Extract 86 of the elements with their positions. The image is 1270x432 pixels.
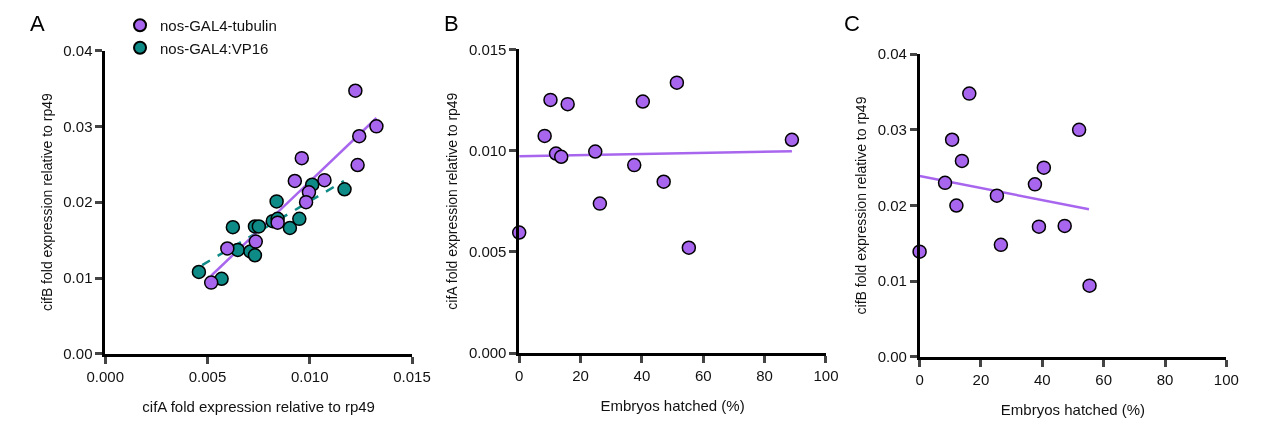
y-tick-label: 0.000 bbox=[468, 344, 507, 362]
point bbox=[656, 174, 671, 189]
point bbox=[949, 198, 964, 213]
point bbox=[191, 264, 207, 280]
point bbox=[352, 128, 367, 144]
x-axis-title: Embryos hatched (%) bbox=[600, 396, 745, 414]
x-tick-label: 60 bbox=[1095, 370, 1112, 388]
point bbox=[270, 215, 285, 230]
point bbox=[287, 173, 303, 189]
x-tick-label: 100 bbox=[813, 366, 839, 384]
x-tick-label: 40 bbox=[633, 366, 651, 384]
point bbox=[298, 194, 314, 210]
x-tick-label: 0.010 bbox=[290, 367, 329, 385]
point bbox=[553, 149, 569, 165]
point bbox=[317, 172, 332, 188]
y-tick-label: 0.005 bbox=[468, 243, 507, 261]
point bbox=[937, 175, 953, 191]
point bbox=[993, 237, 1009, 253]
legend-label: nos-GAL4-tubulin bbox=[160, 17, 277, 35]
y-tick-label: 0.03 bbox=[63, 117, 93, 135]
point bbox=[588, 144, 603, 159]
point bbox=[292, 211, 307, 227]
y-tick-label: 0.02 bbox=[877, 196, 907, 214]
point bbox=[635, 94, 651, 109]
point bbox=[282, 220, 298, 236]
point bbox=[1031, 219, 1047, 234]
point bbox=[669, 75, 685, 90]
chart-title: C bbox=[844, 11, 860, 36]
point bbox=[225, 219, 241, 235]
x-tick-label: 0 bbox=[915, 370, 924, 388]
x-axis-title: cifA fold expression relative to rp49 bbox=[142, 397, 375, 415]
point bbox=[989, 188, 1005, 203]
y-tick-label: 0.04 bbox=[877, 45, 907, 63]
point bbox=[294, 150, 310, 166]
y-tick-label: 0.00 bbox=[877, 348, 907, 366]
y-axis-title: cifB fold expression relative to rp49 bbox=[38, 93, 55, 312]
x-tick-label: 80 bbox=[1156, 370, 1174, 388]
y-axis-title: cifB fold expression relative to rp49 bbox=[853, 96, 870, 315]
point bbox=[1027, 177, 1043, 192]
point bbox=[369, 119, 384, 134]
x-tick-label: 100 bbox=[1213, 370, 1239, 388]
y-tick-label: 0.010 bbox=[468, 141, 507, 159]
point bbox=[954, 153, 970, 169]
point bbox=[350, 157, 365, 173]
x-tick-label: 40 bbox=[1033, 370, 1051, 388]
y-tick-label: 0.015 bbox=[468, 40, 507, 58]
x-tick-label: 20 bbox=[572, 366, 589, 384]
point bbox=[560, 96, 575, 112]
point bbox=[269, 194, 284, 209]
point bbox=[626, 157, 642, 173]
point bbox=[944, 132, 960, 147]
x-tick-label: 0 bbox=[515, 366, 524, 384]
point bbox=[784, 132, 800, 148]
point bbox=[1036, 160, 1052, 175]
point bbox=[251, 219, 267, 234]
x-tick-label: 0.005 bbox=[188, 367, 227, 385]
chart-title: A bbox=[30, 11, 45, 36]
y-tick-label: 0.03 bbox=[877, 121, 907, 139]
x-tick-label: 0.000 bbox=[86, 367, 125, 385]
point bbox=[1057, 218, 1072, 234]
y-tick-label: 0.01 bbox=[877, 272, 907, 290]
point bbox=[681, 240, 697, 255]
y-tick-label: 0.00 bbox=[63, 345, 93, 363]
point bbox=[348, 83, 363, 98]
y-tick-label: 0.01 bbox=[63, 269, 93, 287]
x-tick-label: 80 bbox=[756, 366, 773, 384]
point bbox=[337, 182, 352, 197]
legend-label: nos-GAL4:VP16 bbox=[160, 39, 269, 57]
point bbox=[592, 196, 608, 211]
chart-title: B bbox=[444, 11, 459, 36]
point bbox=[220, 241, 235, 256]
point bbox=[962, 86, 977, 101]
point bbox=[1071, 122, 1087, 138]
point bbox=[543, 92, 558, 108]
x-tick-label: 20 bbox=[972, 370, 990, 388]
x-axis-title: Embryos hatched (%) bbox=[1000, 400, 1146, 418]
point bbox=[1082, 278, 1097, 293]
x-tick-label: 60 bbox=[694, 366, 712, 384]
point bbox=[203, 275, 219, 290]
point bbox=[247, 248, 263, 263]
y-tick-label: 0.02 bbox=[63, 193, 93, 211]
y-axis-title: cifA fold expression relative to rp49 bbox=[444, 92, 461, 310]
y-tick-label: 0.04 bbox=[63, 41, 93, 59]
point bbox=[248, 234, 264, 249]
x-tick-label: 0.015 bbox=[393, 367, 431, 385]
point bbox=[537, 128, 552, 144]
